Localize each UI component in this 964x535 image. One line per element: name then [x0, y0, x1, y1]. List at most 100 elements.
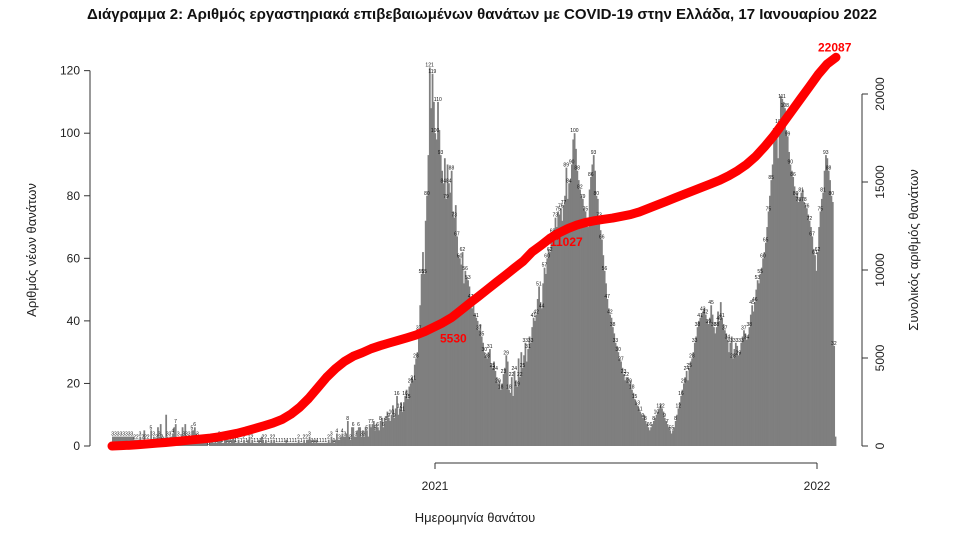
- bar-value-label: 7: [371, 419, 374, 425]
- bar-value-label: 30: [615, 347, 621, 353]
- bar: [594, 170, 596, 447]
- bar: [479, 324, 482, 446]
- bar-value-label: 100: [431, 128, 440, 134]
- bar-value-label: 15: [632, 394, 638, 400]
- bar-value-label: 86: [790, 172, 796, 178]
- x-axis: 2021 2022: [422, 462, 831, 493]
- bar: [433, 101, 435, 447]
- bar-value-label: 3: [114, 432, 117, 438]
- bar: [740, 342, 743, 446]
- bar: [797, 202, 800, 446]
- bar: [688, 367, 691, 446]
- bar: [233, 439, 236, 446]
- bar-value-label: 60: [457, 253, 463, 259]
- bar: [625, 377, 628, 446]
- bar: [221, 442, 224, 446]
- bar: [609, 314, 612, 446]
- bar: [280, 442, 282, 446]
- bar: [307, 439, 310, 446]
- bar-value-label: 1: [311, 438, 314, 444]
- bar: [259, 442, 262, 446]
- bar: [334, 439, 337, 446]
- bar: [633, 399, 636, 446]
- bar: [666, 424, 669, 446]
- bar: [456, 236, 459, 446]
- bar: [336, 433, 338, 446]
- bar: [785, 130, 788, 446]
- bar: [637, 408, 640, 446]
- bar-value-label: 41: [473, 313, 479, 319]
- bar: [674, 420, 677, 446]
- bar: [592, 155, 595, 446]
- bar-value-label: 60: [544, 253, 550, 259]
- bar: [700, 314, 703, 446]
- bar-value-label: 55: [419, 269, 425, 275]
- bar: [113, 436, 116, 446]
- bar: [262, 439, 265, 446]
- bar: [480, 336, 483, 446]
- bar: [580, 195, 583, 446]
- bar: [474, 314, 476, 446]
- bar: [476, 320, 479, 446]
- bar: [561, 220, 564, 446]
- bar: [431, 73, 434, 447]
- bar: [808, 220, 811, 446]
- bar-value-label: 11: [637, 407, 642, 413]
- bar-value-label: 88: [449, 166, 455, 172]
- bar: [478, 330, 480, 446]
- bar-value-label: 33: [522, 338, 528, 344]
- bar: [378, 430, 381, 446]
- bar: [760, 267, 763, 446]
- bar: [543, 267, 546, 446]
- bar-value-label: 5: [669, 425, 672, 431]
- bar-value-label: 93: [823, 150, 829, 156]
- x-axis-label: Ημερομηνία θανάτου: [415, 510, 536, 525]
- bar-value-label: 12: [397, 403, 403, 409]
- bar-value-label: 2: [242, 435, 245, 441]
- bar: [382, 427, 385, 446]
- bar: [252, 442, 255, 446]
- bar: [519, 377, 521, 446]
- bar: [266, 442, 269, 446]
- bar-value-label: 78: [801, 197, 807, 203]
- bar: [364, 427, 367, 446]
- bar: [398, 408, 401, 446]
- bar-value-label: 80: [793, 191, 799, 197]
- bar: [538, 286, 540, 446]
- bar-value-label: 6: [193, 422, 196, 428]
- bar-value-label: 75: [766, 206, 772, 212]
- bar-value-label: 88: [574, 166, 580, 172]
- bar: [359, 427, 362, 446]
- bar: [759, 273, 762, 446]
- bar-value-label: 4: [335, 428, 338, 434]
- bar: [622, 374, 625, 446]
- bar: [713, 327, 715, 446]
- bar: [667, 427, 670, 446]
- bar-value-label: 80: [424, 191, 430, 197]
- bar: [273, 439, 275, 446]
- bar-value-label: 8: [384, 416, 387, 422]
- bar-value-label: 8: [346, 416, 349, 422]
- bar: [389, 420, 392, 446]
- bar: [239, 442, 241, 446]
- bar: [525, 361, 528, 446]
- bar: [471, 308, 474, 446]
- bar-value-label: 21: [410, 375, 416, 381]
- bar-value-label: 33: [692, 338, 698, 344]
- bar: [314, 442, 316, 446]
- bar-value-label: 100: [570, 128, 579, 134]
- bar-value-label: 1: [283, 438, 286, 444]
- bar-value-label: 20: [408, 378, 414, 384]
- bar: [729, 342, 732, 446]
- bar-value-label: 1: [292, 438, 295, 444]
- bar-value-label: 27: [618, 357, 624, 363]
- bar: [434, 133, 437, 446]
- bar-value-label: 110: [434, 97, 442, 103]
- bar-value-label: 62: [460, 247, 466, 253]
- bar-value-label: 33: [733, 338, 739, 344]
- bar-value-label: 42: [607, 310, 613, 316]
- bar: [232, 436, 234, 446]
- bar: [208, 442, 211, 446]
- bar-value-label: 66: [599, 235, 605, 241]
- bar: [631, 389, 633, 446]
